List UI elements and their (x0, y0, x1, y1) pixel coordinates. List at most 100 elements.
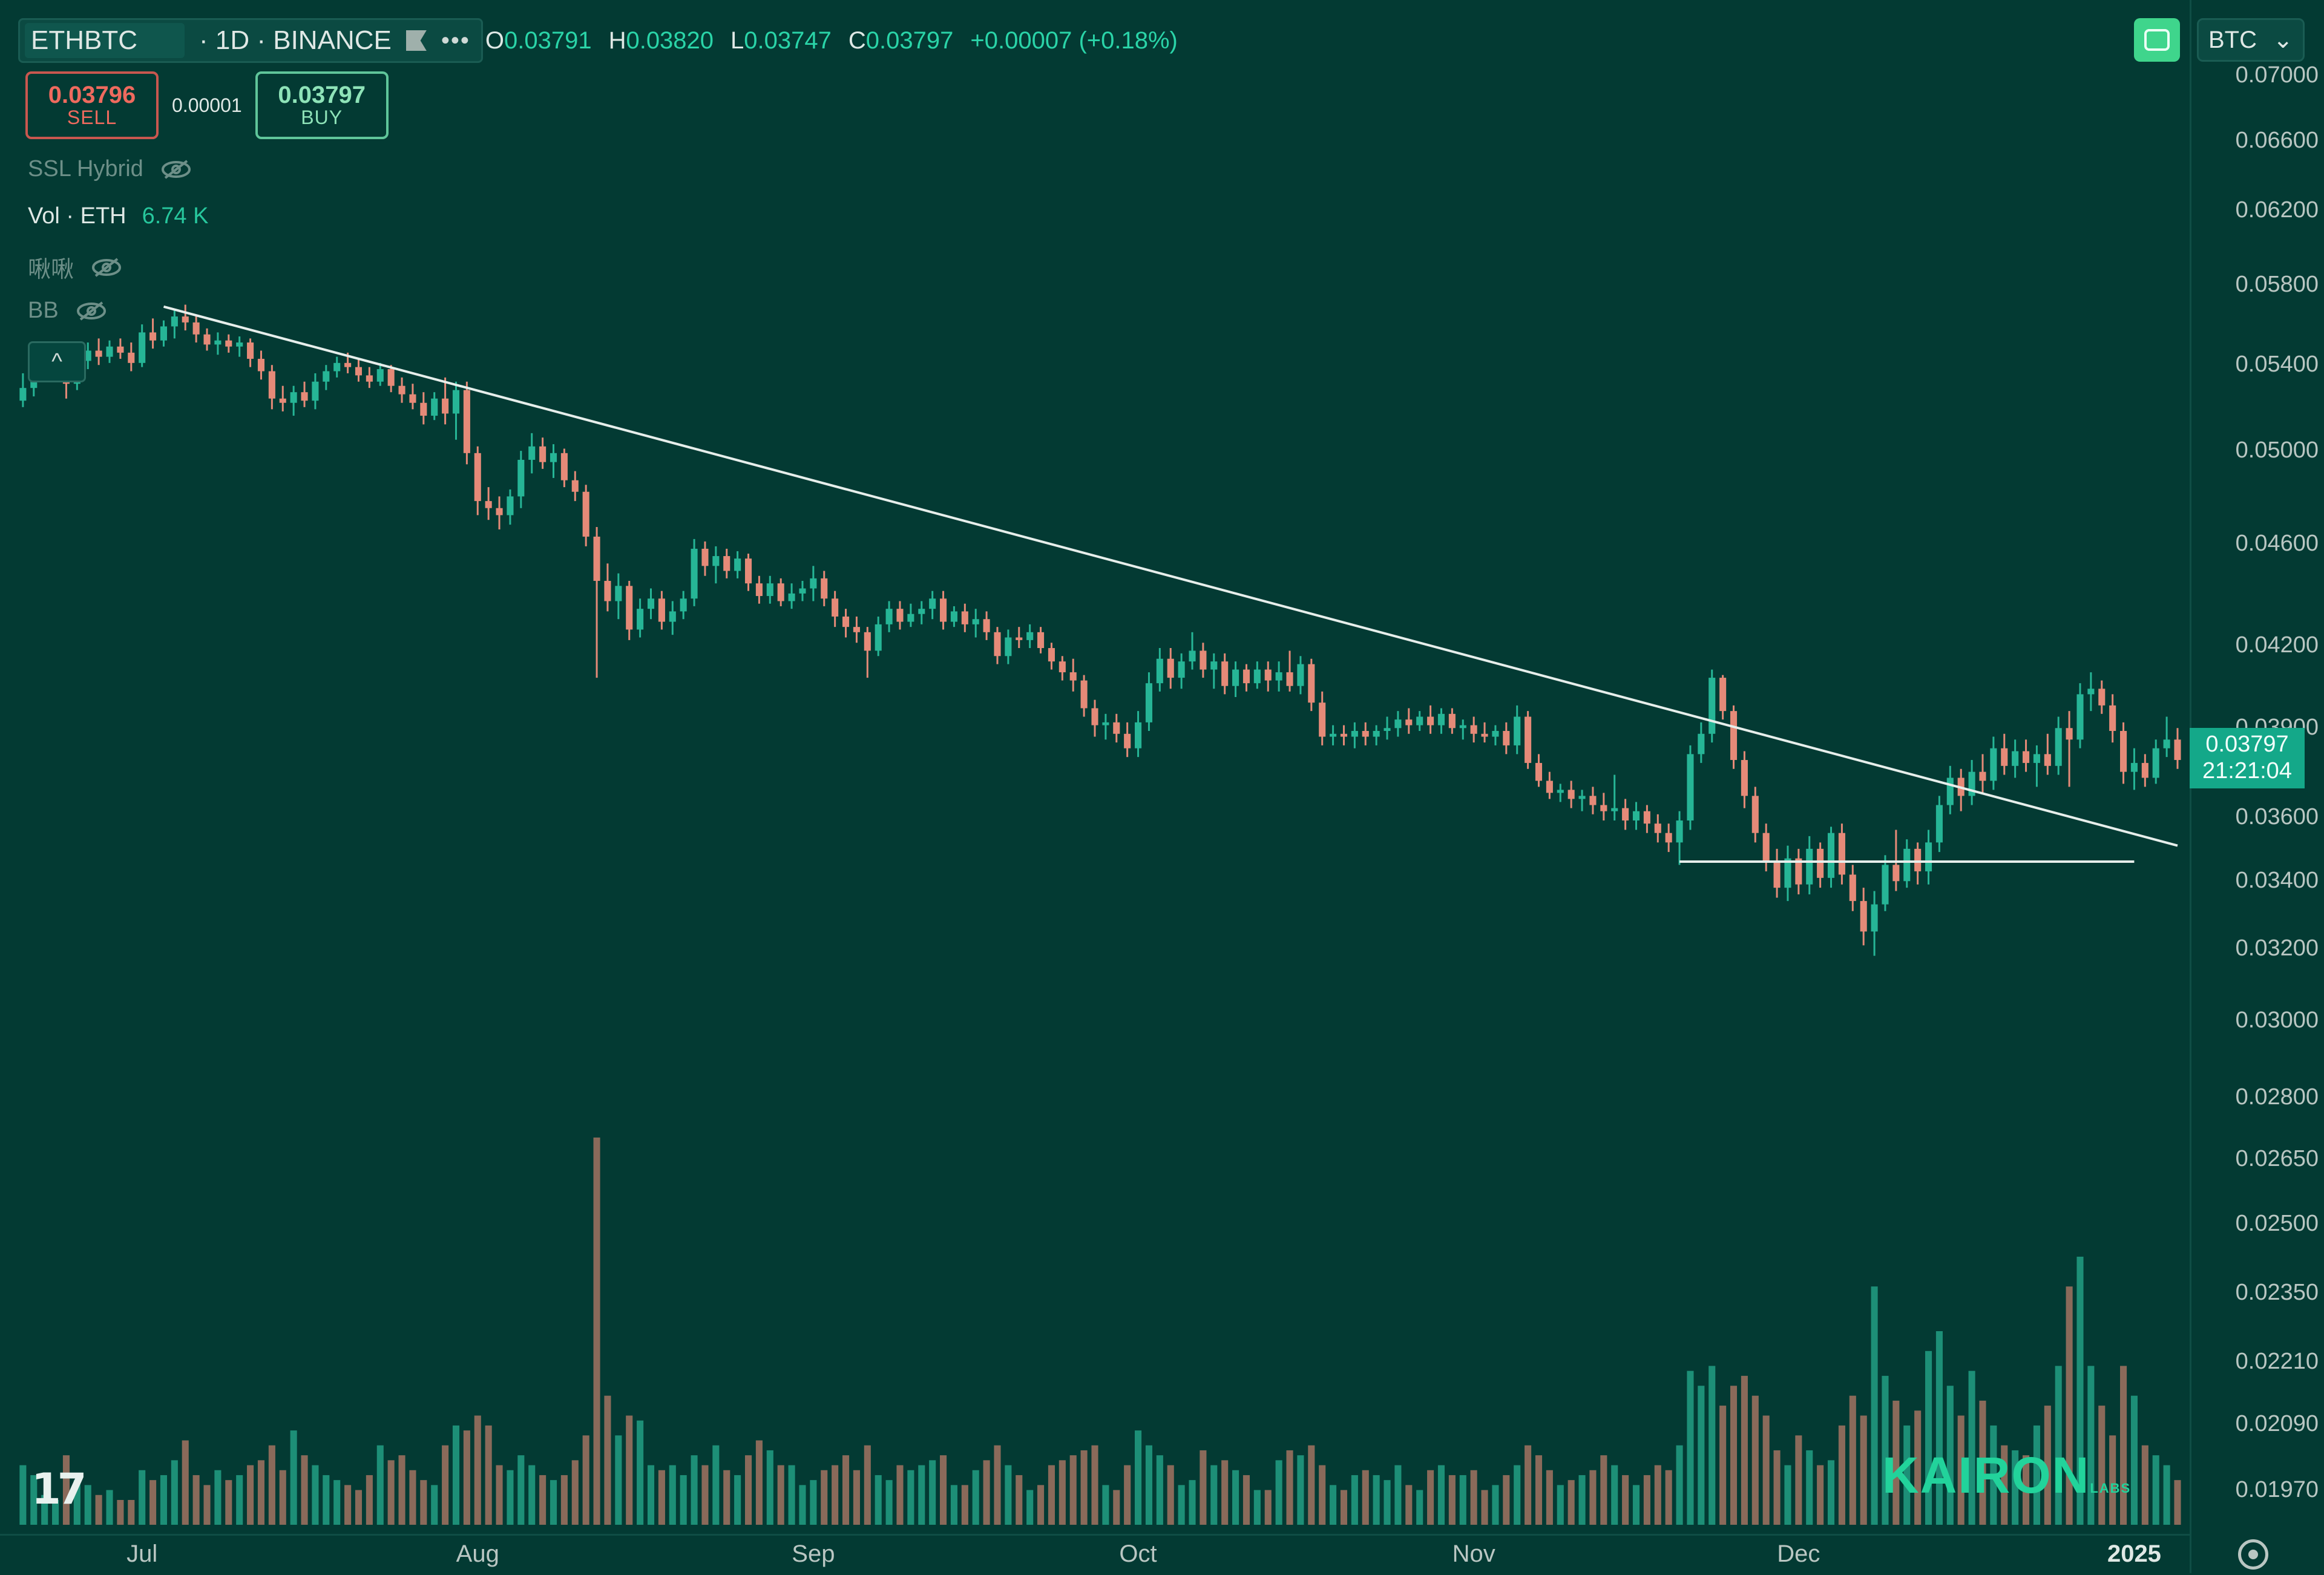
price-tick-label: 0.07000 (2235, 62, 2319, 88)
volume-bar (1665, 1470, 1672, 1525)
current-price-value: 0.03797 (2205, 731, 2289, 757)
candle-body (203, 334, 211, 345)
candle-body (1189, 650, 1196, 662)
volume-bar (355, 1490, 363, 1525)
buy-button[interactable]: 0.03797 BUY (255, 71, 389, 139)
candle-body (1838, 833, 1845, 875)
ohlc-low: L0.03747 (730, 27, 832, 54)
price-tick-label: 0.06600 (2235, 128, 2319, 154)
candle-body (539, 446, 547, 462)
chart-area[interactable] (0, 0, 2190, 1534)
candle-body (496, 508, 503, 516)
currency-select[interactable]: BTC ⌄ (2197, 18, 2305, 62)
volume-bar (1037, 1485, 1045, 1525)
candle-body (560, 453, 568, 480)
symbol-selector[interactable]: ETHBTC · 1D · BINANCE ••• (18, 18, 483, 63)
time-tick-label: Sep (792, 1541, 835, 1567)
time-axis[interactable] (0, 1534, 2190, 1575)
candle-body (2141, 762, 2148, 778)
buy-price: 0.03797 (278, 82, 366, 109)
candle-body (647, 598, 655, 609)
more-icon[interactable]: ••• (441, 27, 470, 54)
candle-body (1362, 731, 1369, 737)
chart-type-button[interactable] (2134, 18, 2180, 62)
candle-body (1167, 658, 1174, 678)
collapse-legend-button[interactable]: ^ (28, 341, 86, 382)
volume-bar (1741, 1375, 1748, 1525)
candle-body (1384, 728, 1391, 732)
candle-body (1242, 669, 1250, 684)
candle-body (723, 556, 730, 571)
volume-bar (2141, 1445, 2148, 1525)
volume-bar (41, 1495, 48, 1525)
candle-body (290, 392, 297, 403)
candle-body (734, 558, 741, 571)
candle-body (1405, 719, 1413, 725)
legend-ssl-hybrid[interactable]: SSL Hybrid (28, 156, 193, 182)
candle-body (2163, 739, 2170, 748)
symbol-name[interactable]: ETHBTC (25, 23, 185, 58)
price-axis[interactable]: 0.07000 0.06600 0.06200 0.05800 0.05400 0.050… (2190, 0, 2324, 1573)
eye-hidden-icon[interactable] (74, 300, 108, 322)
volume-bar (1232, 1470, 1239, 1525)
volume-bar (2012, 1450, 2019, 1525)
candle-body (1253, 669, 1261, 684)
candle-body (1643, 811, 1650, 824)
volume-bar (983, 1460, 990, 1525)
candle-body (149, 332, 157, 341)
legend-volume[interactable]: Vol · ETH 6.74 K (28, 203, 208, 229)
candle-body (571, 480, 579, 492)
candle-body (1849, 874, 1856, 902)
price-tick-label: 0.04600 (2235, 530, 2319, 556)
candle-body (799, 588, 806, 594)
candle-body (192, 322, 200, 335)
volume-bar (1319, 1465, 1326, 1525)
candle-body (1059, 661, 1066, 673)
candle-body (2044, 754, 2051, 766)
candle-body (1200, 650, 1207, 670)
candle-body (669, 611, 676, 622)
candle-body (1611, 808, 1618, 811)
volume-bar (139, 1470, 146, 1525)
candle-body (1817, 848, 1824, 878)
candle-body (1827, 833, 1835, 878)
candle-body (139, 332, 146, 363)
candle-body (1319, 702, 1326, 737)
tradingview-logo[interactable]: 17 (31, 1464, 87, 1514)
candle-body (983, 619, 990, 632)
eye-hidden-icon[interactable] (90, 257, 123, 278)
candle-body (1990, 748, 1997, 781)
settings-gear-icon[interactable] (2238, 1539, 2268, 1570)
candle-body (507, 496, 514, 516)
volume-bar (1221, 1460, 1229, 1525)
volume-bar (1005, 1465, 1012, 1525)
candle-body (225, 340, 232, 347)
interval-exchange[interactable]: · 1D · BINANCE (199, 25, 392, 55)
flag-icon[interactable] (405, 30, 427, 51)
volume-bar (1481, 1490, 1488, 1525)
volume-bar (149, 1480, 157, 1525)
volume-bar (182, 1440, 189, 1525)
candle-body (712, 556, 720, 566)
legend-bb[interactable]: BB (28, 298, 108, 324)
time-tick-label: Jul (126, 1541, 158, 1567)
candle-body (2152, 748, 2159, 778)
volume-bar (723, 1470, 730, 1525)
volume-bar (1600, 1455, 1607, 1525)
volume-bar (950, 1485, 957, 1525)
price-tick-label: 0.01970 (2235, 1476, 2319, 1502)
volume-bar (1990, 1425, 1997, 1525)
candle-body (832, 598, 839, 617)
eye-hidden-icon[interactable] (159, 159, 193, 180)
sell-button[interactable]: 0.03796 SELL (25, 71, 159, 139)
price-chart[interactable] (0, 0, 2190, 1534)
candle-body (463, 390, 470, 453)
volume-bar (2001, 1445, 2008, 1525)
candle-body (691, 548, 698, 599)
legend-indicator-3[interactable]: 啾啾 (28, 250, 123, 284)
candle-body (19, 388, 27, 401)
volume-bar (1762, 1415, 1770, 1525)
volume-bar (1362, 1470, 1369, 1525)
candle-body (236, 342, 243, 347)
candle-body (1892, 865, 1900, 882)
